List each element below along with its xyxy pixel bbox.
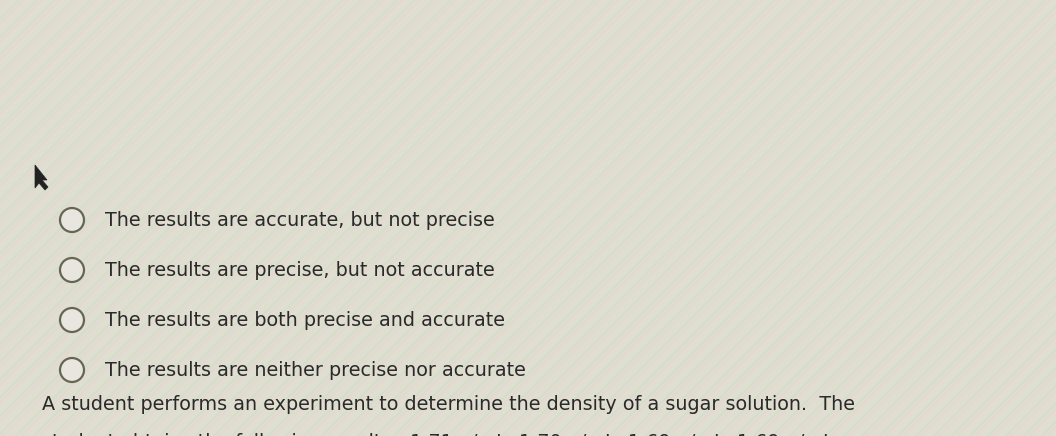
- Text: student obtains the following results:  1.71 g/mL, 1.70 g/mL, 1.69 g/mL, 1.69 g/: student obtains the following results: 1…: [42, 433, 840, 436]
- Circle shape: [60, 208, 84, 232]
- Text: A student performs an experiment to determine the density of a sugar solution.  : A student performs an experiment to dete…: [42, 395, 855, 415]
- Text: The results are neither precise nor accurate: The results are neither precise nor accu…: [105, 361, 526, 379]
- Polygon shape: [35, 165, 48, 190]
- Text: The results are precise, but not accurate: The results are precise, but not accurat…: [105, 260, 495, 279]
- Circle shape: [60, 258, 84, 282]
- Text: The results are both precise and accurate: The results are both precise and accurat…: [105, 310, 505, 330]
- Circle shape: [60, 308, 84, 332]
- Circle shape: [60, 358, 84, 382]
- Text: The results are accurate, but not precise: The results are accurate, but not precis…: [105, 211, 495, 229]
